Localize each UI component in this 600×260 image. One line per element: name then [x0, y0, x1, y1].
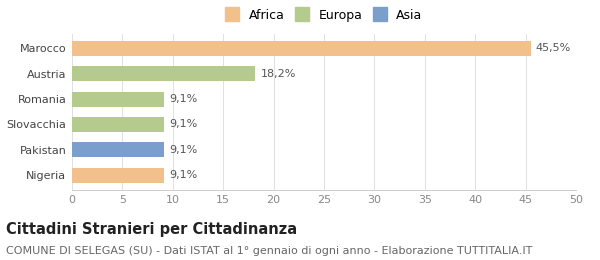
- Text: 9,1%: 9,1%: [169, 145, 197, 155]
- Text: 9,1%: 9,1%: [169, 170, 197, 180]
- Text: Cittadini Stranieri per Cittadinanza: Cittadini Stranieri per Cittadinanza: [6, 222, 297, 237]
- Text: COMUNE DI SELEGAS (SU) - Dati ISTAT al 1° gennaio di ogni anno - Elaborazione TU: COMUNE DI SELEGAS (SU) - Dati ISTAT al 1…: [6, 246, 532, 256]
- Bar: [72, 41, 530, 56]
- Bar: [72, 66, 256, 81]
- Text: 45,5%: 45,5%: [536, 43, 571, 54]
- Bar: [72, 117, 164, 132]
- Bar: [72, 142, 164, 157]
- Bar: [72, 92, 164, 107]
- Bar: [72, 167, 164, 183]
- Text: 18,2%: 18,2%: [260, 69, 296, 79]
- Text: 9,1%: 9,1%: [169, 94, 197, 104]
- Text: 9,1%: 9,1%: [169, 119, 197, 129]
- Legend: Africa, Europa, Asia: Africa, Europa, Asia: [223, 6, 425, 24]
